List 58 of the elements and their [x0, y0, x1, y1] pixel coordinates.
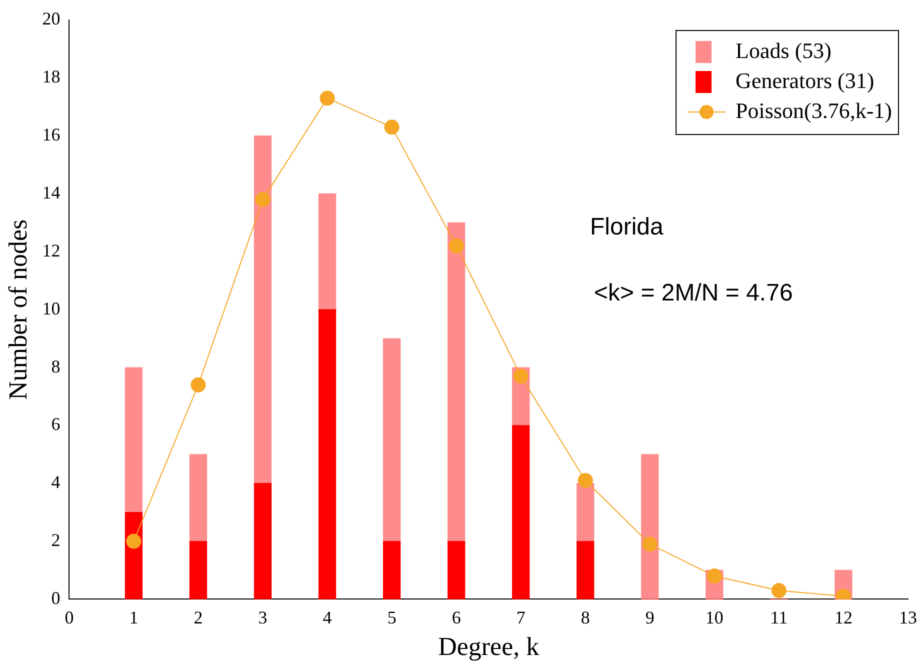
- y-tick-label: 14: [42, 182, 60, 202]
- x-tick-label: 1: [129, 608, 138, 628]
- x-tick-label: 11: [770, 608, 788, 628]
- bar: [448, 540, 466, 600]
- bar: [318, 193, 336, 310]
- x-tick-label: 4: [322, 608, 332, 628]
- point: [448, 238, 464, 254]
- x-tick-label: 0: [64, 608, 74, 628]
- x-tick-label: 9: [645, 608, 654, 628]
- annotation: Florida: [590, 214, 664, 241]
- bar: [448, 222, 466, 542]
- annotation: <k> = 2M/N = 4.76: [594, 280, 793, 307]
- x-tick-label: 2: [194, 608, 203, 628]
- point: [190, 377, 206, 392]
- point: [513, 368, 528, 384]
- x-tick-label: 12: [834, 608, 852, 628]
- x-tick-label: 13: [899, 608, 917, 628]
- bar: [382, 540, 401, 600]
- point: [126, 534, 142, 549]
- x-tick-label: 6: [452, 608, 461, 628]
- bar: [512, 425, 530, 600]
- y-tick-label: 10: [42, 298, 60, 318]
- y-tick-label: 4: [51, 472, 60, 492]
- point: [642, 536, 658, 552]
- bar: [189, 540, 208, 600]
- legend-label: Poisson(3.76,k-1): [736, 98, 892, 123]
- bar: [382, 338, 401, 542]
- bar: [576, 483, 594, 542]
- bar: [641, 454, 659, 600]
- y-tick-label: 16: [42, 124, 60, 145]
- point: [771, 583, 786, 598]
- bar: [254, 136, 272, 484]
- y-tick-label: 6: [51, 414, 60, 434]
- x-tick-label: 5: [387, 608, 396, 628]
- x-tick-label: 8: [580, 608, 590, 628]
- point: [706, 568, 722, 584]
- x-tick-label: 3: [258, 608, 268, 628]
- y-tick-label: 18: [42, 66, 60, 87]
- point: [384, 120, 400, 135]
- bar: [576, 540, 594, 600]
- bar: [254, 483, 272, 600]
- bar: [124, 367, 143, 513]
- x-tick-label: 7: [516, 608, 526, 628]
- y-tick-label: 20: [42, 8, 60, 29]
- y-tick-label: 0: [51, 588, 60, 608]
- legend-label: Loads (53): [736, 38, 832, 63]
- x-axis-title: Degree, k: [438, 632, 540, 662]
- legend-label: Generators (31): [736, 68, 874, 93]
- y-tick-label: 8: [51, 356, 60, 376]
- y-tick-label: 2: [51, 530, 60, 550]
- y-tick-label: 12: [42, 240, 60, 260]
- bar: [318, 309, 336, 600]
- x-tick-label: 10: [705, 608, 724, 628]
- point: [320, 90, 335, 106]
- point: [255, 192, 270, 208]
- y-axis-title: Number of nodes: [3, 219, 32, 400]
- point: [578, 472, 593, 488]
- bar: [189, 454, 208, 542]
